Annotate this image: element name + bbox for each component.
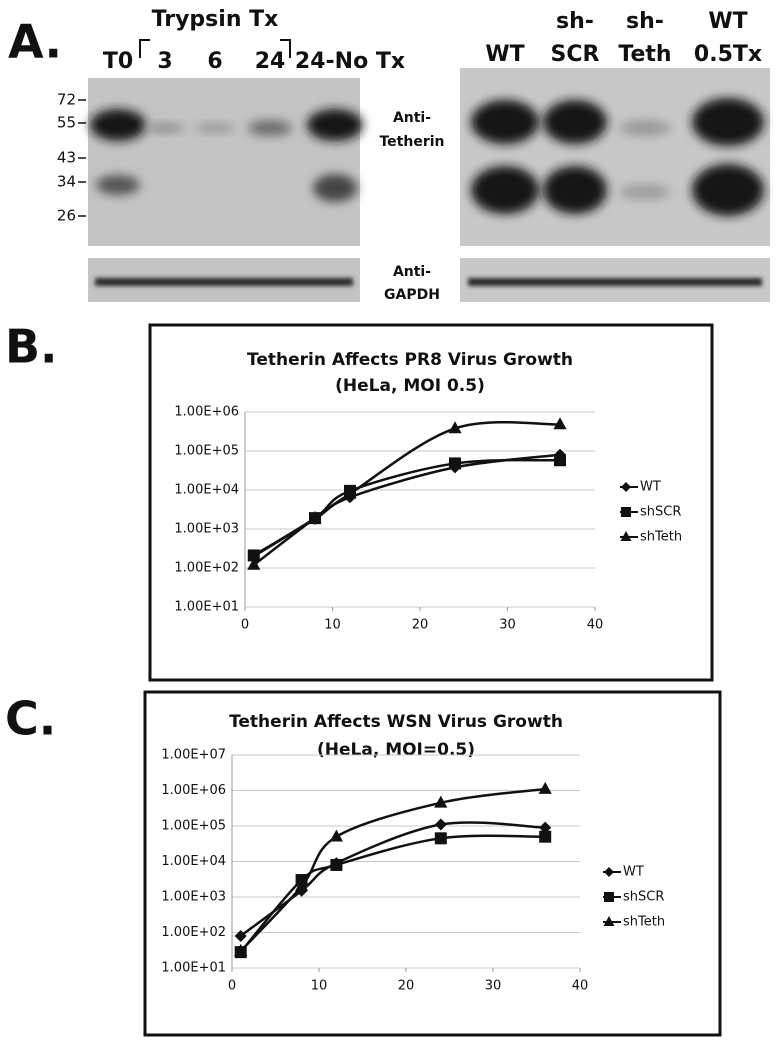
- mw-label: 26: [57, 207, 76, 225]
- marker: [308, 510, 322, 523]
- y-tick-label: 1.00E+07: [161, 748, 226, 763]
- marker: [247, 549, 260, 562]
- lane-label: WT: [708, 9, 747, 34]
- x-tick-label: 0: [228, 979, 236, 994]
- y-tick-label: 1.00E+01: [161, 961, 226, 976]
- y-tick-label: 1.00E+06: [174, 405, 239, 420]
- series-line: [252, 420, 561, 566]
- y-tick-label: 1.00E+06: [161, 783, 226, 798]
- group-label: Trypsin Tx: [152, 7, 279, 32]
- series-line: [239, 821, 546, 937]
- marker: [553, 417, 567, 430]
- x-tick-label: 0: [241, 618, 249, 633]
- chart-title: Tetherin Affects WSN Virus Growth: [229, 712, 563, 732]
- series-line: [239, 787, 546, 952]
- lane-label: sh-: [556, 9, 594, 34]
- x-tick-label: 40: [587, 618, 604, 633]
- lane-label: sh-: [626, 9, 664, 34]
- y-tick-label: 1.00E+02: [174, 561, 239, 576]
- marker: [434, 832, 447, 845]
- marker: [448, 421, 462, 434]
- x-tick-label: 40: [572, 979, 589, 994]
- lane-label: 24-No Tx: [295, 49, 405, 74]
- marker: [329, 829, 343, 842]
- bracket: [139, 39, 291, 58]
- x-tick-label: 20: [398, 979, 415, 994]
- probe-label: GAPDH: [384, 287, 440, 303]
- probe-label: Anti-: [393, 264, 431, 280]
- probe-label: Anti-: [393, 110, 431, 126]
- chart-frame: [148, 323, 714, 682]
- lane-label: 0.5Tx: [694, 42, 762, 67]
- probe-label: Tetherin: [379, 134, 444, 150]
- series-line: [253, 458, 561, 557]
- chart-title: (HeLa, MOI 0.5): [335, 376, 485, 396]
- marker: [554, 454, 566, 467]
- chart-title: Tetherin Affects PR8 Virus Growth: [247, 350, 573, 370]
- legend-marker: [620, 531, 632, 541]
- marker: [538, 781, 552, 794]
- lane-label: 6: [207, 49, 222, 74]
- blot-left-gapdh: [88, 258, 360, 302]
- marker: [449, 457, 461, 470]
- legend-label: shSCR: [640, 505, 681, 520]
- x-tick-label: 10: [311, 979, 328, 994]
- legend-label: shTeth: [640, 530, 682, 545]
- y-tick-label: 1.00E+03: [161, 890, 226, 905]
- legend-marker: [603, 916, 615, 926]
- marker: [434, 818, 447, 831]
- chart-frame: [143, 690, 722, 1037]
- x-tick-label: 30: [485, 979, 502, 994]
- marker: [539, 821, 552, 834]
- legend-marker: [621, 507, 631, 517]
- y-tick-label: 1.00E+05: [174, 444, 239, 459]
- mw-label: 43: [57, 149, 76, 167]
- marker: [234, 929, 247, 942]
- lane-label: 24: [255, 49, 286, 74]
- panel-letter: C.: [5, 692, 56, 746]
- y-tick-label: 1.00E+04: [161, 854, 226, 869]
- lane-label: WT: [485, 42, 524, 67]
- blot-right-gapdh: [460, 258, 770, 302]
- series-line: [239, 834, 546, 953]
- lane-label: 3: [157, 49, 172, 74]
- blot-left: [88, 78, 363, 246]
- lane-label: Teth: [618, 42, 671, 67]
- panel-letter: A.: [8, 15, 62, 69]
- legend-label: shTeth: [623, 915, 665, 930]
- lane-label: T0: [103, 49, 133, 74]
- y-tick-label: 1.00E+03: [174, 522, 239, 537]
- marker: [234, 943, 248, 956]
- y-tick-label: 1.00E+05: [161, 819, 226, 834]
- x-tick-label: 10: [324, 618, 341, 633]
- marker: [330, 858, 343, 871]
- series-line: [253, 453, 561, 558]
- x-tick-label: 30: [499, 618, 516, 633]
- marker: [539, 830, 552, 843]
- marker: [247, 557, 261, 570]
- y-tick-label: 1.00E+04: [174, 483, 239, 498]
- legend-label: WT: [623, 865, 644, 880]
- chart-title: (HeLa, MOI=0.5): [317, 740, 475, 760]
- y-tick-label: 1.00E+02: [161, 925, 226, 940]
- legend-marker: [621, 482, 631, 492]
- y-tick-label: 1.00E+01: [174, 600, 239, 615]
- mw-label: 72: [57, 91, 76, 109]
- legend-marker: [604, 867, 614, 877]
- blot-right: [460, 68, 770, 246]
- lane-label: SCR: [551, 42, 600, 67]
- marker: [295, 879, 309, 892]
- legend-label: WT: [640, 480, 661, 495]
- marker: [343, 486, 357, 499]
- legend-marker: [604, 892, 614, 902]
- mw-label: 55: [57, 114, 76, 132]
- x-tick-label: 20: [412, 618, 429, 633]
- legend-label: shSCR: [623, 890, 664, 905]
- marker: [434, 795, 448, 808]
- panel-letter: B.: [5, 320, 58, 374]
- mw-label: 34: [57, 173, 76, 191]
